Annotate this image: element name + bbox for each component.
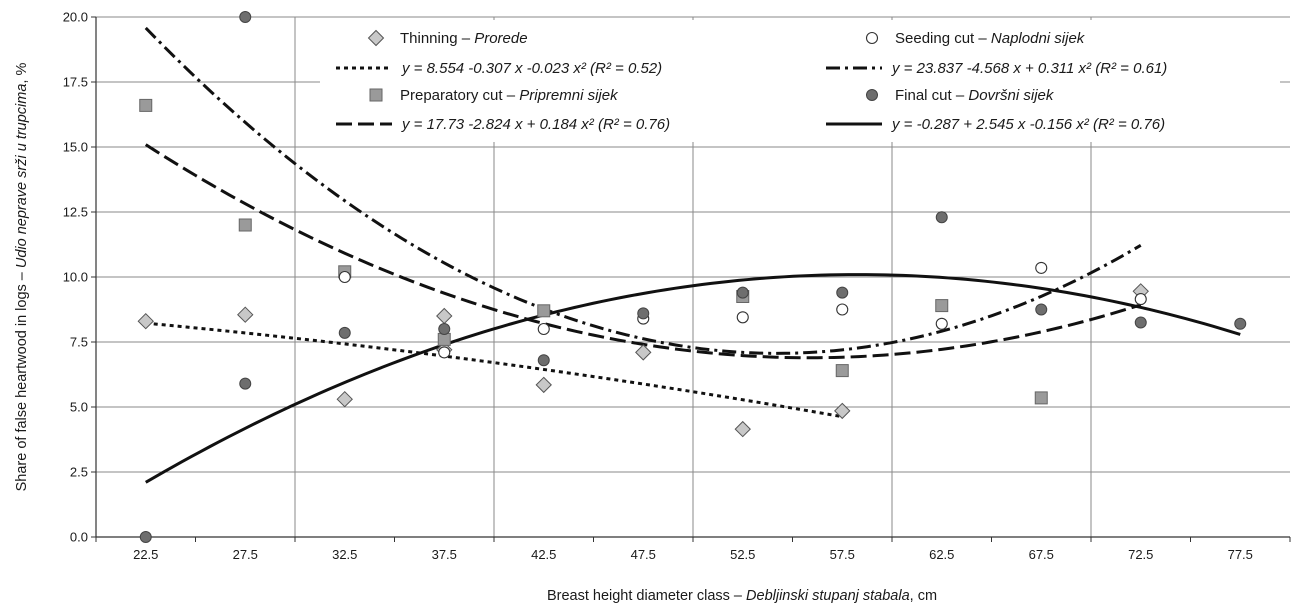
thinning-point [436,307,453,325]
seeding-point [935,317,948,330]
y-tick-label: 17.5 [63,75,88,90]
x-tick-label: 27.5 [233,547,258,562]
thinning-point [137,312,154,330]
y-tick-label: 12.5 [63,205,88,220]
y-tick-label: 7.5 [70,335,88,350]
final-point [637,307,650,320]
seeding-point [1035,261,1048,274]
seeding-point [736,311,749,324]
final-point [239,11,252,23]
x-tick-label: 52.5 [730,547,755,562]
final-point [1234,317,1247,330]
final-point [537,354,550,367]
seeding-legend-label: Seeding cut – Naplodni sijek [895,30,1086,47]
preparatory-point [437,332,451,346]
y-axis: 0.0 2.5 5.0 7.5 10.0 12.5 15.0 17.5 20.0 [63,10,96,545]
y-tick-label: 2.5 [70,465,88,480]
legend: Thinning – Prorede y = 8.554 -0.307 x -0.… [320,20,1280,142]
final-point [239,377,252,390]
y-axis-label: Share of false heartwood in logs – Udio … [14,62,30,491]
seeding-point [438,346,451,359]
x-axis-label: Breast height diameter class – Debljinsk… [547,588,937,604]
preparatory-point [537,304,551,318]
thinning-point [336,390,353,408]
final-point [338,326,351,339]
y-tick-label: 10.0 [63,270,88,285]
thinning-point [734,420,751,438]
thinning-point [237,306,254,323]
final-point [438,323,451,335]
final-point [1134,316,1147,329]
x-tick-label: 42.5 [531,547,556,562]
seeding-point [537,322,550,336]
y-tick-label: 0.0 [70,530,88,545]
preparatory-point [139,98,153,112]
final-point [836,286,849,299]
y-tick-label: 5.0 [70,400,88,415]
thinning-legend-label: Thinning – Prorede [400,30,528,47]
thinning-point [834,402,851,420]
final-point [736,286,749,299]
x-axis: 22.5 27.5 32.5 37.5 42.5 47.5 52.5 57.5 62.5 67.5… [95,537,1291,562]
final-point [1035,303,1048,316]
y-tick-label: 20.0 [63,10,88,25]
y-tick-label: 15.0 [63,140,88,155]
x-tick-label: 57.5 [830,547,855,562]
final-point [935,211,948,224]
x-tick-label: 77.5 [1228,547,1253,562]
x-tick-label: 22.5 [133,547,158,562]
x-tick-label: 72.5 [1128,547,1153,562]
preparatory-trend-equation: y = 17.73 -2.824 x + 0.184 x² (R² = 0.76… [401,116,670,133]
preparatory-point [1034,391,1048,405]
x-tick-label: 32.5 [332,547,357,562]
data-points [137,11,1247,543]
seeding-point [836,303,849,316]
final-legend-label: Final cut – Dovršni sijek [895,87,1055,104]
preparatory-legend-marker [369,88,383,102]
thinning-point [635,344,652,361]
preparatory-point [238,218,252,232]
final-trend-line [144,273,1241,484]
thinning-legend-marker [367,29,385,47]
thinning-point [535,376,552,394]
seeding-trend-equation: y = 23.837 -4.568 x + 0.311 x² (R² = 0.6… [891,60,1167,77]
preparatory-point [835,364,849,378]
preparatory-point [935,299,949,313]
x-tick-label: 37.5 [432,547,457,562]
thinning-trend-equation: y = 8.554 -0.307 x -0.023 x² (R² = 0.52) [401,60,662,77]
preparatory-legend-label: Preparatory cut – Pripremni sijek [400,87,619,104]
legend-background [320,20,1280,142]
x-tick-label: 62.5 [929,547,954,562]
final-legend-marker [866,89,878,101]
x-tick-label: 67.5 [1029,547,1054,562]
x-tick-label: 47.5 [631,547,656,562]
thinning-trend-line [145,321,843,419]
seeding-trend-line [144,26,1142,355]
seeding-legend-marker [865,31,879,45]
seeding-point [1134,293,1147,306]
seeding-point [338,270,351,284]
final-point [139,531,152,543]
final-trend-equation: y = -0.287 + 2.545 x -0.156 x² (R² = 0.7… [891,116,1165,133]
